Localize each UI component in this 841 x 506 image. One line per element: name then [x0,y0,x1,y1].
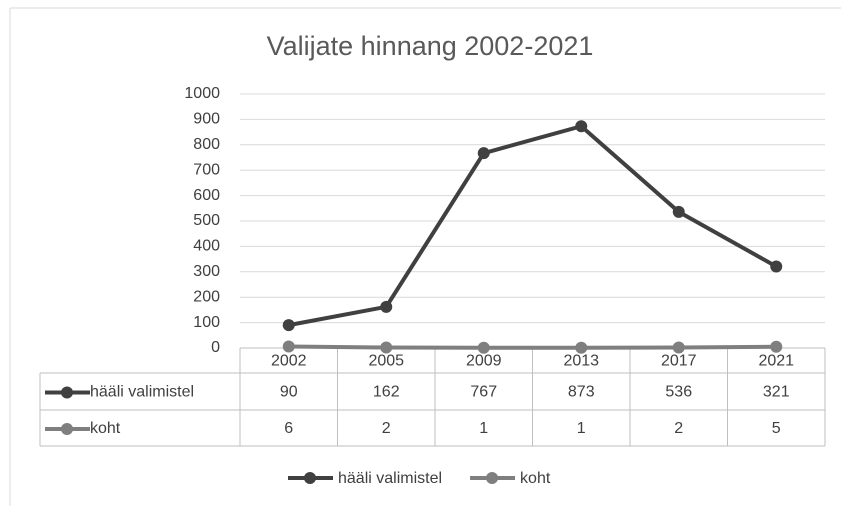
series-line [288,344,777,350]
table-value: 6 [284,420,293,437]
data-point [380,300,393,313]
x-tick-label: 2021 [758,353,794,370]
x-tick-label: 2002 [271,353,307,370]
table-value: 2 [382,420,391,437]
y-tick-label: 600 [193,187,220,204]
legend-label: koht [520,470,551,487]
table-value: 1 [479,420,488,437]
data-point [575,341,588,354]
table-value: 5 [772,420,781,437]
y-tick-label: 100 [193,314,220,331]
y-tick-label: 300 [193,263,220,280]
legend-key [304,472,316,484]
x-tick-label: 2017 [661,353,697,370]
data-point [282,319,295,332]
data-point [672,205,685,218]
y-tick-label: 0 [211,339,220,356]
data-point [380,341,393,354]
y-tick-label: 700 [193,161,220,178]
data-point [770,340,783,353]
y-tick-label: 900 [193,111,220,128]
x-tick-label: 2009 [466,353,502,370]
y-tick-label: 500 [193,212,220,229]
table-value: 321 [763,384,790,401]
table-value: 90 [280,384,298,401]
table-value: 767 [470,384,497,401]
x-tick-label: 2005 [368,353,404,370]
table-series-name: hääli valimistel [90,384,194,401]
legend-key [61,423,73,435]
chart-title: Valijate hinnang 2002-2021 [267,31,594,61]
y-tick-label: 1000 [184,85,220,102]
y-tick-label: 200 [193,288,220,305]
data-point [477,341,490,354]
table-value: 536 [665,384,692,401]
data-point [575,120,588,133]
x-tick-label: 2013 [563,353,599,370]
data-point [770,260,783,273]
y-tick-label: 800 [193,136,220,153]
data-point [477,147,490,160]
legend-key [486,472,499,484]
table-value: 1 [577,420,586,437]
table-value: 162 [373,384,400,401]
table-series-name: koht [90,420,121,437]
table-value: 2 [674,420,683,437]
legend-key [61,386,73,399]
series-line [288,124,778,328]
data-point [672,341,685,354]
y-tick-label: 400 [193,238,220,255]
table-value: 873 [568,384,595,401]
legend-label: hääli valimistel [338,470,442,487]
data-point [282,340,295,353]
